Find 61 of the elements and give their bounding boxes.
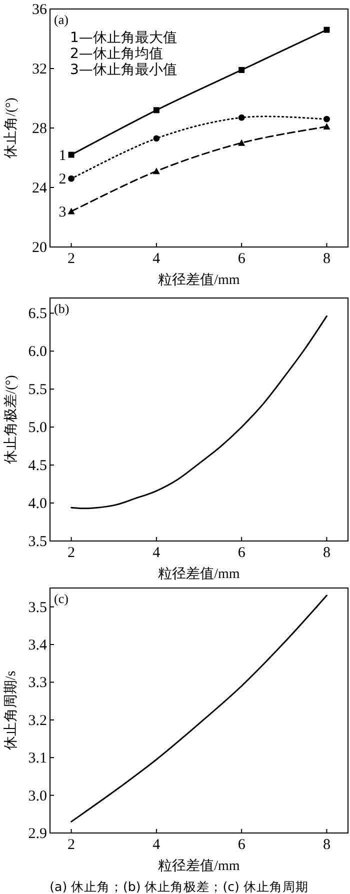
x-tick-label: 8 (322, 837, 330, 853)
y-tick-label: 3.5 (28, 600, 47, 616)
line-series (70, 594, 328, 822)
text: (a) 休止角；(b) 休止角极差；(c) 休止角周期 (50, 879, 308, 894)
annotation: (c) (54, 591, 68, 606)
point (68, 152, 74, 158)
y-tick-label: 32 (32, 62, 47, 78)
point (68, 175, 74, 182)
annotation: 1—休止角最大值 (70, 30, 177, 46)
y-tick-label: 4.0 (28, 496, 47, 512)
x-tick-label: 4 (152, 251, 161, 267)
point (324, 26, 330, 33)
annotation: (a) (54, 12, 68, 27)
point (68, 208, 75, 214)
y-tick-label: 3.1 (28, 750, 47, 767)
y-tick-label: 28 (32, 121, 47, 137)
y-tick-label: 2.9 (28, 826, 47, 842)
y-tick-label: 36 (32, 2, 48, 18)
x-tick-label: 2 (68, 545, 76, 561)
y-axis-title: 休止角/(°) (3, 97, 19, 158)
y-tick-label: 3.5 (28, 534, 47, 550)
x-tick-label: 6 (238, 545, 246, 561)
x-tick-label: 4 (152, 545, 161, 561)
x-axis-title: 粒径差值/mm (158, 858, 240, 874)
x-tick-label: 4 (152, 837, 161, 853)
series-label: 2 (58, 172, 66, 188)
point (238, 114, 245, 121)
y-tick-label: 3.4 (28, 638, 48, 654)
annotation: (b) (54, 301, 70, 316)
y-tick-label: 6.5 (28, 306, 47, 322)
y-axis-title: 休止角周期/s (3, 670, 19, 750)
y-tick-label: 4.5 (28, 458, 47, 474)
line-series (70, 315, 328, 510)
y-tick-label: 6.0 (28, 344, 47, 360)
y-tick-label: 5.5 (28, 382, 47, 398)
y-axis-title: 休止角极差/(°) (3, 374, 19, 464)
point (324, 116, 330, 122)
y-tick-label: 20 (32, 240, 47, 256)
point (153, 107, 160, 114)
point (152, 168, 160, 174)
y-tick-label: 3.2 (28, 712, 47, 729)
series-label: 3 (58, 204, 66, 220)
point (238, 139, 246, 146)
x-tick-label: 8 (322, 545, 330, 561)
x-tick-label: 6 (238, 251, 246, 267)
x-axis-title: 粒径差值/mm (158, 566, 240, 582)
annotation: 2—休止角均值 (70, 46, 163, 62)
x-tick-label: 8 (322, 251, 330, 267)
point (153, 135, 160, 142)
series-label: 1 (58, 148, 66, 164)
y-tick-label: 5.0 (28, 420, 47, 436)
y-tick-label: 3.0 (28, 788, 47, 804)
point (238, 66, 245, 73)
x-axis-title: 粒径差值/mm (158, 272, 240, 288)
annotation: 3—休止角最小值 (70, 62, 177, 78)
point (323, 123, 330, 130)
x-tick-label: 2 (68, 251, 76, 267)
x-tick-label: 2 (68, 837, 76, 853)
y-tick-label: 3.3 (28, 675, 47, 692)
x-tick-label: 6 (238, 837, 246, 853)
y-tick-label: 24 (32, 180, 48, 196)
